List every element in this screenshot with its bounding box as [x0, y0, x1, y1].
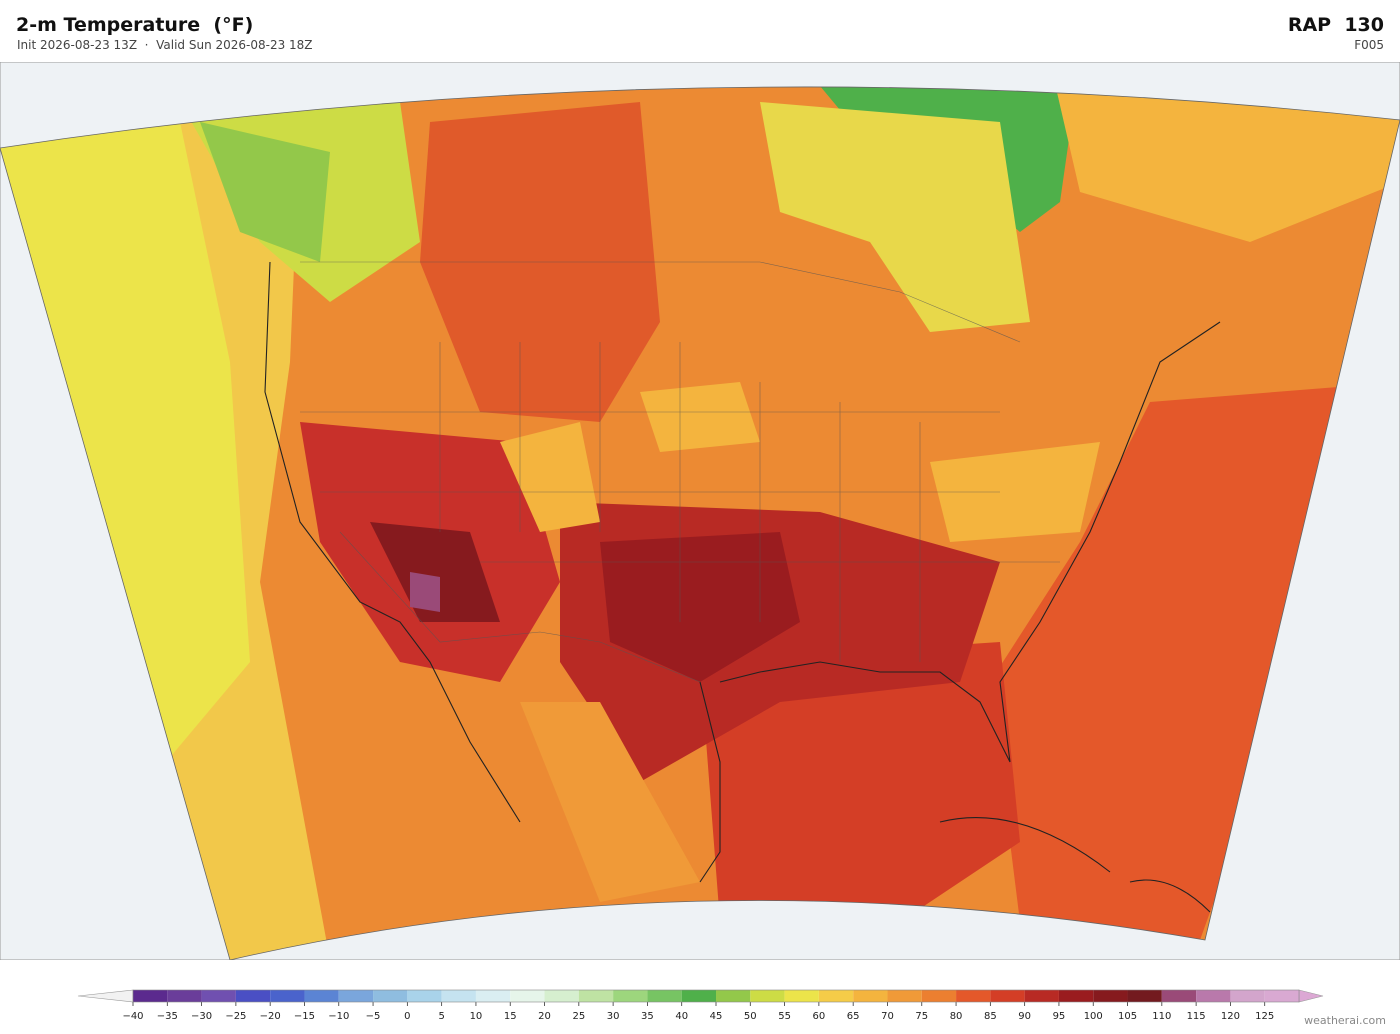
tick-label: 125 — [1255, 1011, 1274, 1020]
colorbar-segment — [1230, 990, 1265, 1002]
colorbar-frame — [132, 989, 1300, 1003]
colorbar-segment — [441, 990, 476, 1002]
tick-label: 50 — [744, 1011, 757, 1020]
colorbar-segment — [1058, 990, 1094, 1002]
tick-label: 5 — [438, 1011, 444, 1020]
tick-label: 80 — [950, 1011, 963, 1020]
colorbar-segment — [990, 990, 1025, 1002]
colorbar-segment — [750, 990, 785, 1002]
tick-label: 105 — [1118, 1011, 1137, 1020]
tick-label: 70 — [881, 1011, 894, 1020]
tick-label: 60 — [813, 1011, 826, 1020]
colorbar-segment — [681, 990, 716, 1002]
colorbar-segment — [818, 990, 854, 1002]
tick-label: −35 — [157, 1011, 178, 1020]
tick-label: 15 — [504, 1011, 517, 1020]
temperature-field — [0, 86, 1400, 960]
colorbar-segment — [167, 990, 202, 1002]
tick-label: 90 — [1018, 1011, 1031, 1020]
title: 2-m Temperature (°F) — [16, 14, 254, 36]
colorbar-segment — [201, 990, 236, 1002]
colorbar-segment — [647, 990, 682, 1002]
tick-label: 75 — [915, 1011, 928, 1020]
tick-label: 45 — [710, 1011, 723, 1020]
colorbar-segment — [373, 990, 408, 1002]
tick-label: 0 — [404, 1011, 410, 1020]
borders — [300, 261, 1060, 683]
tick-label: 65 — [847, 1011, 860, 1020]
tick-label: 25 — [572, 1011, 585, 1020]
coastlines — [264, 261, 1221, 913]
colorbar-segment — [1024, 990, 1059, 1002]
colorbar-extension — [77, 989, 134, 1003]
colorbar-segment — [475, 990, 511, 1002]
tick-label: −5 — [366, 1011, 381, 1020]
map — [0, 62, 1400, 960]
colorbar-segment — [921, 990, 957, 1002]
colorbar-segment — [613, 990, 648, 1002]
colorbar-segment — [1093, 990, 1128, 1002]
colorbar-segment — [1264, 990, 1299, 1002]
tick-label: 110 — [1152, 1011, 1171, 1020]
tick-label: −25 — [225, 1011, 246, 1020]
subtitle: Init 2026-08-23 13Z · Valid Sun 2026-08-… — [17, 38, 313, 52]
tick-label: 10 — [470, 1011, 483, 1020]
colorbar-segment — [544, 990, 579, 1002]
tick-label: 95 — [1053, 1011, 1066, 1020]
tick-label: −30 — [191, 1011, 212, 1020]
tick-label: 20 — [538, 1011, 551, 1020]
credit: weatherai.com — [1304, 1014, 1386, 1027]
tick-label: 30 — [607, 1011, 620, 1020]
colorbar-segment — [956, 990, 991, 1002]
tick-label: −20 — [260, 1011, 281, 1020]
tick-label: 120 — [1221, 1011, 1240, 1020]
colorbar-segment — [407, 990, 442, 1002]
colorbar-segment — [133, 990, 168, 1002]
colorbar-segment — [716, 990, 751, 1002]
tick-label: 55 — [778, 1011, 791, 1020]
colorbar-segment — [270, 990, 305, 1002]
tick-label: −40 — [122, 1011, 143, 1020]
colorbar-segment — [304, 990, 339, 1002]
tick-label: 100 — [1084, 1011, 1103, 1020]
colorbar-segment — [887, 990, 922, 1002]
colorbar-extension — [1298, 989, 1324, 1003]
tick-label: 115 — [1187, 1011, 1206, 1020]
tick-label: −15 — [294, 1011, 315, 1020]
colorbar-segment — [235, 990, 271, 1002]
forecast-hour: F005 — [1354, 38, 1384, 52]
colorbar-segment — [1127, 990, 1162, 1002]
colorbar-segment — [338, 990, 374, 1002]
colorbar-segment — [853, 990, 888, 1002]
tick-label: 40 — [675, 1011, 688, 1020]
colorbar-segment — [578, 990, 614, 1002]
tick-label: 35 — [641, 1011, 654, 1020]
colorbar-segment — [510, 990, 545, 1002]
colorbar-segment — [1196, 990, 1231, 1002]
tick-label: −10 — [328, 1011, 349, 1020]
tick-label: 85 — [984, 1011, 997, 1020]
model-label: RAP 130 — [1287, 14, 1384, 36]
colorbar-segment — [1161, 990, 1197, 1002]
colorbar-segment — [784, 990, 819, 1002]
colorbar: −40 −35 −30 −25 −20 −15 −10 −5 0 5 10 15 20 25 30 35 40 4… — [77, 989, 1324, 1020]
